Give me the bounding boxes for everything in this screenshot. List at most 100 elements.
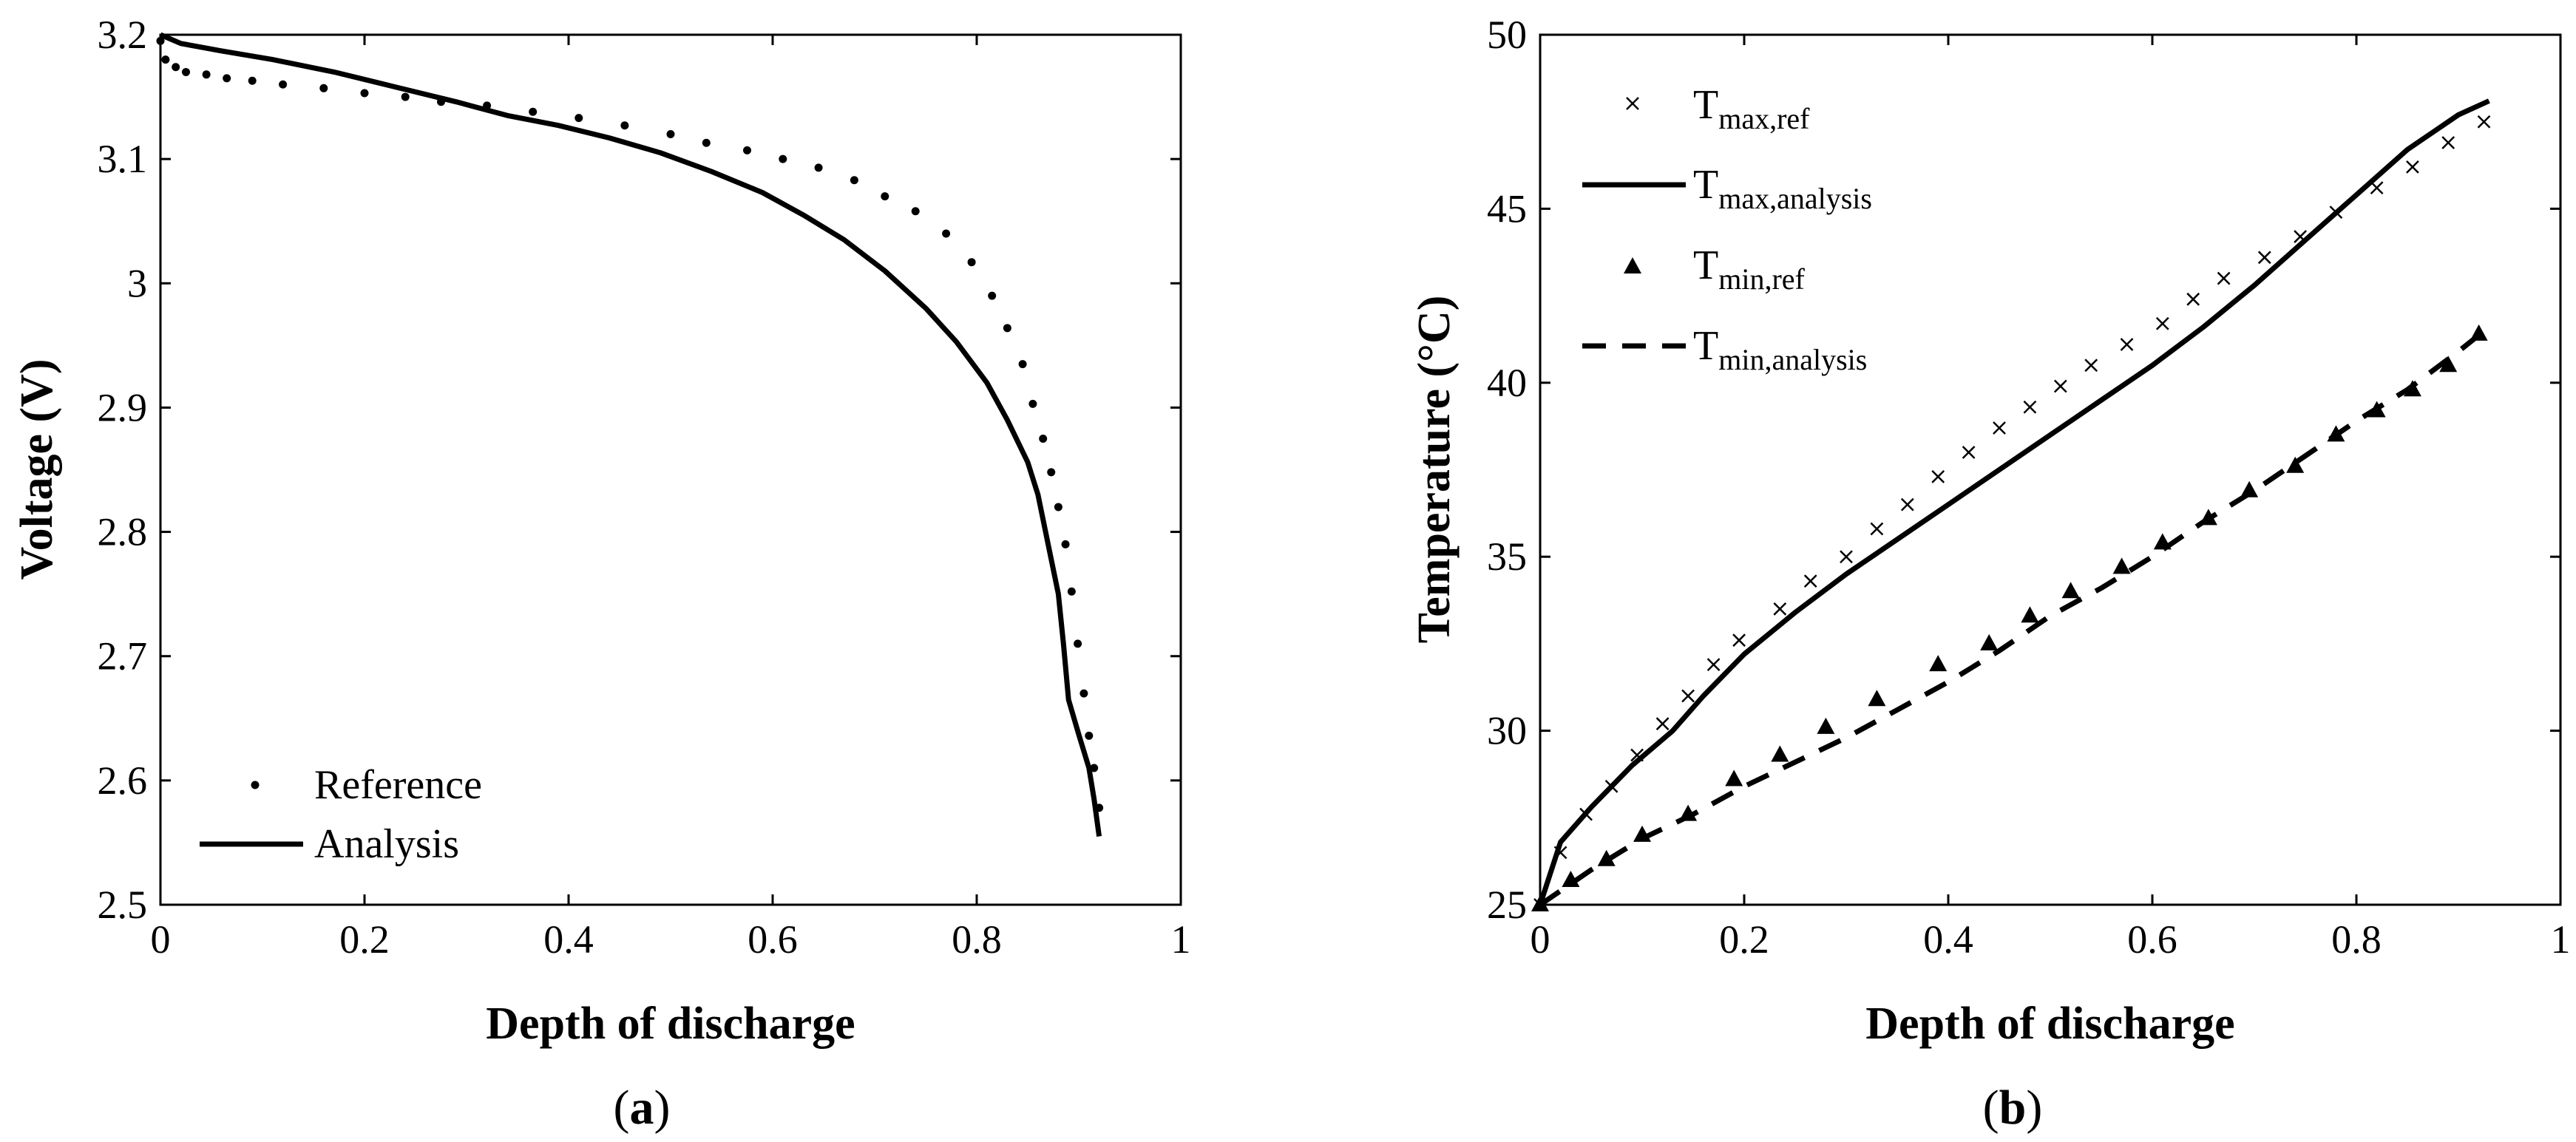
series-t-max-ref-point <box>2441 136 2455 149</box>
series-reference-point <box>223 74 231 83</box>
y-tick-label: 3 <box>127 261 147 305</box>
series-analysis-line <box>159 32 1102 837</box>
series-t-min-ref-point <box>2439 356 2458 373</box>
series-t-max-ref-point <box>1655 717 1670 731</box>
series-t-max-ref-point <box>1931 470 1945 483</box>
chart-b-xlabel: Depth of discharge <box>1865 999 2234 1049</box>
series-t-max-ref-point <box>2186 292 2200 306</box>
chart-b-axes-box <box>1539 33 2562 906</box>
series-reference-point <box>942 229 951 238</box>
chart-a: 0 0.2 0.4 0.6 0.8 1 2.5 2.6 2.7 2.8 2.9 3 3.1 3.2 Dep… <box>12 13 1191 1135</box>
x-tick-label: 0.2 <box>339 917 390 962</box>
series-t-max-ref-point <box>1681 689 1695 703</box>
x-tick-label: 0 <box>151 917 171 962</box>
y-tick-label: 3.1 <box>98 137 148 181</box>
series-t-max-ref-point <box>1870 522 1884 536</box>
series-t-min-ref-point <box>1980 633 1999 650</box>
chart-b-panel-label: (b) <box>1983 1081 2043 1135</box>
series-reference-point <box>319 84 328 92</box>
series-reference-point <box>967 258 976 267</box>
series-t-max-ref-point <box>2053 379 2067 393</box>
series-reference-point <box>620 121 629 130</box>
series-reference-point <box>401 92 410 101</box>
legend-tmin-analysis-label: Tmin,analysis <box>1693 323 1867 376</box>
series-reference-point <box>529 107 538 116</box>
series-reference-point <box>911 207 920 216</box>
x-tick-label: 1 <box>2551 917 2571 962</box>
series-t-min-ref-point <box>1725 769 1743 786</box>
series-t-min-ref-point <box>1817 717 1835 734</box>
series-t-min-ref-point <box>1771 745 1789 762</box>
series-reference-point <box>1067 587 1076 596</box>
legend-analysis-label: Analysis <box>314 821 459 867</box>
series-reference-point <box>1054 503 1062 511</box>
series-t-max-ref-point <box>1840 550 1853 564</box>
series-t-min-ref-point <box>2286 456 2305 473</box>
chart-b-ylabel: Temperature (°C) <box>1409 296 1460 644</box>
series-reference-point <box>156 36 165 45</box>
series-t-max-ref-point <box>1732 633 1746 648</box>
series-t-max-ref-point <box>1962 446 1976 459</box>
series-reference-point <box>1028 399 1037 408</box>
series-reference-point <box>1085 731 1094 740</box>
series-t-max-ref-point <box>2477 115 2491 129</box>
series-reference-point <box>574 114 583 123</box>
series-t-min-ref-point <box>2021 606 2039 623</box>
series-t-max-ref-point <box>1773 602 1787 616</box>
chart-a-axes-box <box>159 33 1182 906</box>
series-reference-point <box>779 154 787 163</box>
series-reference-point <box>172 63 180 72</box>
x-tick-label: 0.8 <box>2331 917 2382 962</box>
series-reference-point <box>702 138 711 147</box>
x-tick-label: 0.4 <box>543 917 594 962</box>
series-t-max-ref-point <box>1706 658 1721 672</box>
series-reference-point <box>1003 324 1011 333</box>
series-reference-point <box>743 146 751 154</box>
y-tick-label: 30 <box>1487 709 1527 753</box>
y-tick-label: 40 <box>1487 361 1527 405</box>
chart-b-legend: Tmax,ref Tmax,analysis Tmin,ref Tmin,ana… <box>1582 82 1872 376</box>
legend-tmax-analysis-label: Tmax,analysis <box>1693 162 1872 215</box>
series-reference-point <box>1090 764 1099 772</box>
chart-a-ticks: 0 0.2 0.4 0.6 0.8 1 2.5 2.6 2.7 2.8 2.9 3 3.1 3.2 <box>98 13 1191 962</box>
series-t-max-ref-point <box>2155 316 2169 330</box>
series-t-max-ref-point <box>2217 271 2231 285</box>
series-t-min-ref-point <box>1929 655 1948 672</box>
series-reference-point <box>182 67 190 76</box>
chart-a-ylabel: Voltage (V) <box>12 358 62 580</box>
series-t-max-ref-point <box>2023 400 2037 414</box>
series-t-min-ref-point <box>2061 582 2080 599</box>
series-reference-point <box>161 55 170 64</box>
chart-a-legend: Reference Analysis <box>200 762 482 867</box>
series-t-min-ref-point <box>1868 690 1886 707</box>
chart-b: 0 0.2 0.4 0.6 0.8 1 25 30 35 40 45 50 Depth of disc… <box>1409 13 2571 1135</box>
x-tick-label: 0.6 <box>748 917 798 962</box>
x-tick-label: 1 <box>1171 917 1191 962</box>
series-t-max-ref-point <box>1900 497 1914 511</box>
chart-a-xlabel: Depth of discharge <box>486 999 855 1049</box>
series-t-max-ref-point <box>2406 160 2419 174</box>
series-reference-point <box>988 291 997 300</box>
legend-tmax-ref-marker <box>1626 97 1639 110</box>
y-tick-label: 2.5 <box>98 883 148 927</box>
series-reference-point <box>1061 540 1070 548</box>
series-reference-point <box>814 163 823 172</box>
y-tick-label: 2.6 <box>98 758 148 803</box>
x-tick-label: 0.2 <box>1719 917 1769 962</box>
series-t-max-ref-point <box>2120 338 2134 351</box>
legend-tmin-ref-label: Tmin,ref <box>1693 242 1806 296</box>
legend-tmin-ref-marker <box>1624 257 1641 273</box>
x-tick-label: 0.6 <box>2127 917 2177 962</box>
chart-a-panel-label: (a) <box>614 1081 671 1135</box>
legend-reference-label: Reference <box>314 762 482 808</box>
series-t-max-ref-point <box>2370 181 2384 195</box>
series-t-max-ref-point <box>1803 574 1817 588</box>
series-t-min-ref-point <box>2112 557 2131 574</box>
chart-a-series <box>156 32 1104 837</box>
series-reference-point <box>881 192 889 201</box>
series-reference-point <box>202 70 211 79</box>
legend-reference-marker <box>251 781 260 789</box>
y-tick-label: 45 <box>1487 186 1527 231</box>
series-reference-point <box>1047 468 1056 477</box>
